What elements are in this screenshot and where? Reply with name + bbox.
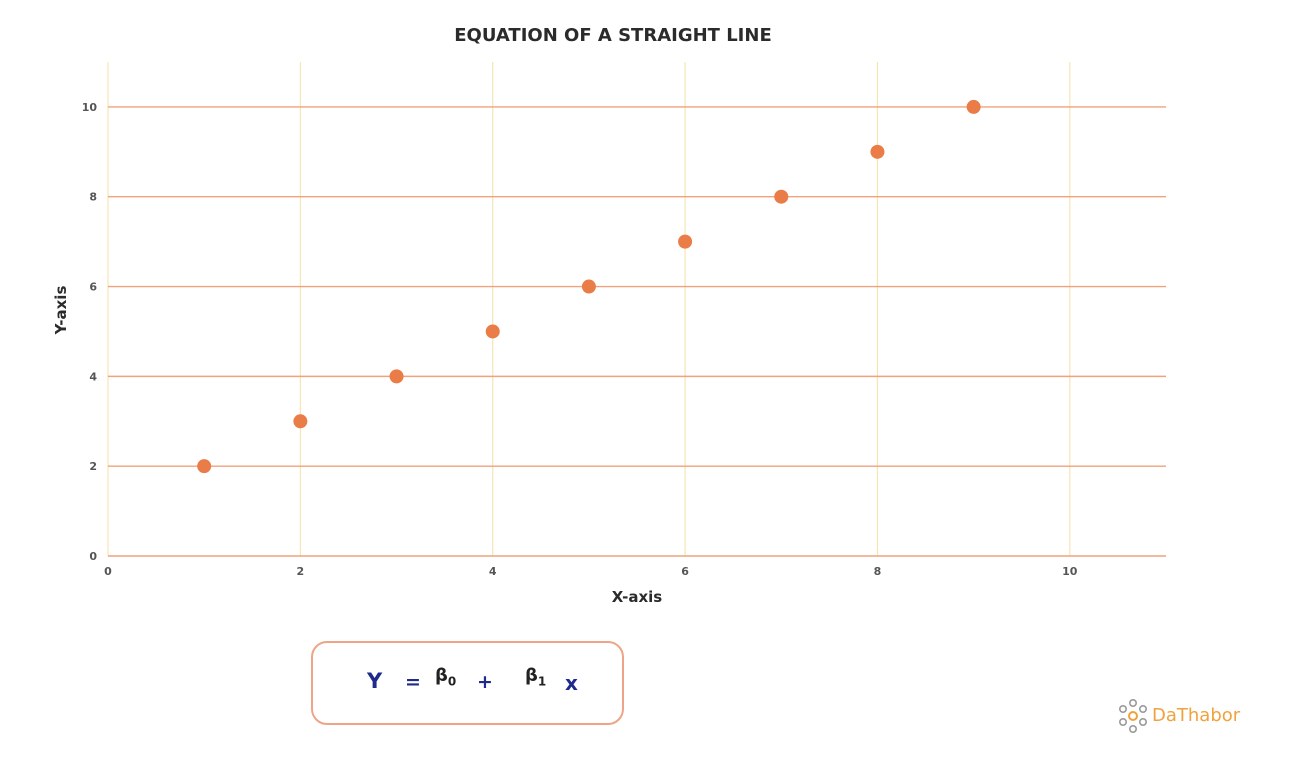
y-tick-label: 10 <box>82 101 98 114</box>
x-tick-label: 2 <box>297 565 305 578</box>
data-point <box>870 144 885 159</box>
dathabor-logo: DaThabor <box>1116 698 1266 734</box>
x-tick-label: 6 <box>681 565 689 578</box>
tick-labels: 0 2 4 6 8 10 0 2 4 6 8 10 <box>82 101 1078 578</box>
equation-box: Y = β0 + β1 x <box>311 641 624 725</box>
logo-icon <box>1118 698 1147 733</box>
data-point <box>966 99 981 114</box>
y-tick-label: 8 <box>89 191 97 204</box>
equation-x: x <box>565 671 578 695</box>
data-point <box>774 189 789 204</box>
equation-beta1: β1 <box>525 665 546 689</box>
data-points <box>197 99 981 474</box>
beta1-symbol: β <box>525 665 538 686</box>
equation-y: Y <box>367 669 383 693</box>
data-point <box>293 414 308 429</box>
logo-text: DaThabor <box>1152 705 1241 726</box>
x-tick-label: 8 <box>874 565 882 578</box>
x-tick-label: 4 <box>489 565 497 578</box>
data-point <box>389 369 404 384</box>
x-tick-label: 0 <box>104 565 112 578</box>
y-tick-label: 2 <box>89 460 97 473</box>
equation-beta0: β0 <box>435 665 456 689</box>
data-point <box>581 279 596 294</box>
grid <box>107 62 1166 557</box>
equation-plus: + <box>477 671 493 693</box>
data-point <box>485 324 500 339</box>
data-point <box>678 234 693 249</box>
x-tick-label: 10 <box>1062 565 1078 578</box>
y-tick-label: 0 <box>89 550 97 563</box>
beta1-subscript: 1 <box>537 674 547 689</box>
y-tick-label: 6 <box>89 281 97 294</box>
beta0-symbol: β <box>435 665 448 686</box>
data-point <box>197 459 212 474</box>
beta0-subscript: 0 <box>447 674 457 689</box>
y-tick-label: 4 <box>89 370 97 383</box>
chart-title: EQUATION OF A STRAIGHT LINE <box>454 25 772 46</box>
x-axis-label: X-axis <box>612 588 663 606</box>
y-axis-label: Y-axis <box>52 286 70 336</box>
equation-equals: = <box>405 671 421 693</box>
